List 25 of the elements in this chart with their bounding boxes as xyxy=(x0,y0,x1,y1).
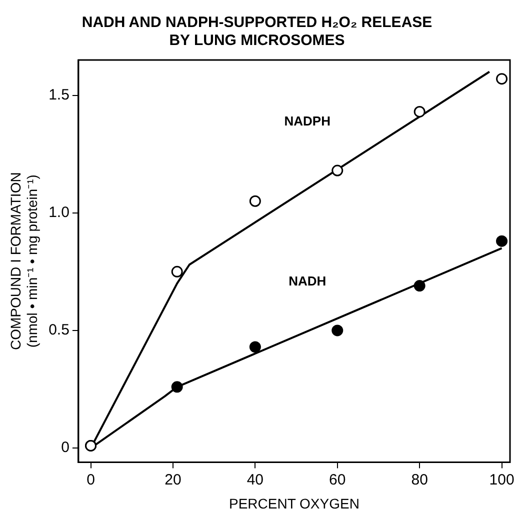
y-tick-label: 0.5 xyxy=(48,322,70,339)
x-tick-label: 0 xyxy=(86,471,95,488)
x-tick-label: 40 xyxy=(246,471,264,488)
point xyxy=(414,106,426,118)
y-tick-label: 0 xyxy=(61,439,70,456)
x-axis-title: PERCENT OXYGEN xyxy=(229,495,360,512)
point xyxy=(249,341,261,353)
chart-title: NADH AND NADPH-SUPPORTED H₂O₂ RELEASE BY LUNG MICROSOMES xyxy=(82,14,432,50)
point xyxy=(332,324,344,336)
x-tick-label: 80 xyxy=(411,471,428,488)
point xyxy=(496,73,508,85)
point xyxy=(249,195,261,207)
point xyxy=(171,381,183,393)
point xyxy=(171,266,183,278)
x-tick-label: 100 xyxy=(489,471,514,488)
x-tick-label: 60 xyxy=(329,471,346,488)
y-axis-title: COMPOUND I FORMATION (nmol • min⁻¹ • mg protein⁻¹) xyxy=(7,172,40,350)
y-tick-label: 1.0 xyxy=(48,204,70,222)
point xyxy=(414,280,426,292)
point xyxy=(332,164,344,176)
x-tick-label: 20 xyxy=(164,471,182,488)
text: NADPH xyxy=(284,114,330,129)
y-tick-label: 1.5 xyxy=(48,86,70,104)
text: NADH xyxy=(288,273,326,288)
point xyxy=(496,235,508,247)
